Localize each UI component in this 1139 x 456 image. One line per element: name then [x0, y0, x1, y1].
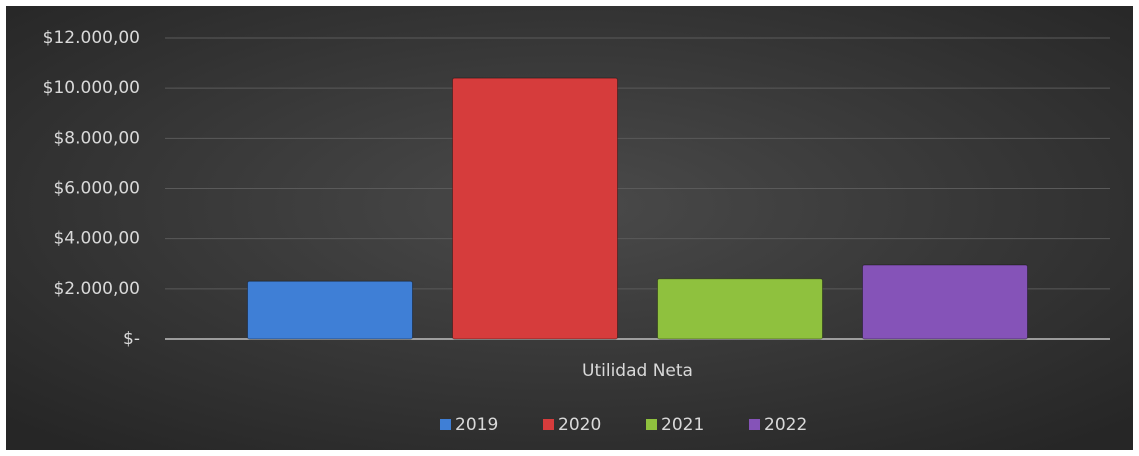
y-tick-label: $6.000,00: [53, 179, 140, 199]
y-tick-label: $4.000,00: [53, 229, 140, 249]
legend-label: 2022: [764, 415, 807, 435]
legend-swatch: [749, 419, 760, 430]
legend-swatch: [440, 419, 451, 430]
legend-swatch: [543, 419, 554, 430]
y-tick-label: $8.000,00: [53, 128, 140, 148]
legend-swatch: [646, 419, 657, 430]
bar: [247, 280, 413, 340]
legend-label: 2019: [455, 415, 498, 435]
legend-label: 2021: [661, 415, 704, 435]
legend-label: 2020: [558, 415, 601, 435]
bar: [657, 278, 823, 340]
bar: [862, 264, 1028, 340]
y-tick-label: $12.000,00: [43, 28, 140, 48]
y-tick-label: $-: [123, 329, 140, 349]
bar: [452, 77, 618, 340]
y-tick-label: $10.000,00: [43, 78, 140, 98]
x-tick-label: Utilidad Neta: [582, 361, 693, 381]
y-tick-label: $2.000,00: [53, 279, 140, 299]
